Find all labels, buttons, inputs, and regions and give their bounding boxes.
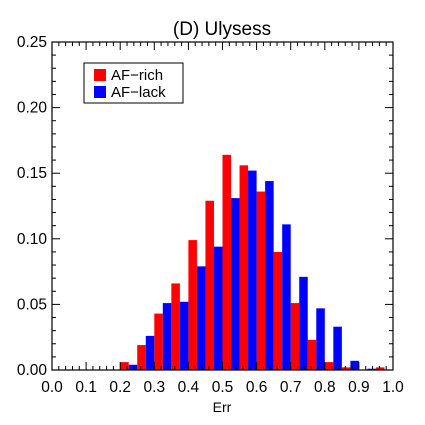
y-tick-label: 0.20 <box>17 100 48 117</box>
bar-af-lack-8 <box>196 266 206 370</box>
bar-af-rich-10 <box>222 154 232 370</box>
y-tick-label: 0.00 <box>17 362 48 379</box>
bar-af-rich-9 <box>205 200 214 370</box>
legend-label-af-lack: AF−lack <box>111 84 166 101</box>
x-tick-label: 0.6 <box>246 379 268 396</box>
bar-af-lack-6 <box>162 303 172 370</box>
x-tick-label: 0.1 <box>75 379 97 396</box>
y-tick-label: 0.10 <box>17 231 48 248</box>
bar-af-rich-8 <box>188 240 197 370</box>
bar-af-rich-7 <box>171 283 180 370</box>
bar-af-rich-16 <box>324 362 334 370</box>
chart-title: (D) Ulysess <box>173 19 271 40</box>
bar-af-lack-18 <box>367 368 376 370</box>
bar-af-lack-17 <box>350 360 359 370</box>
bar-af-rich-5 <box>137 345 146 370</box>
plot-frame <box>51 41 394 371</box>
x-tick-label: 0.2 <box>109 379 131 396</box>
legend-swatch-af-rich <box>94 69 106 81</box>
y-tick-label: 0.05 <box>17 296 47 313</box>
bar-af-lack-11 <box>248 170 257 370</box>
x-tick-label: 0.0 <box>41 379 63 396</box>
bar-af-rich-4 <box>120 362 129 370</box>
y-tick-labels: 0.00 0.05 0.10 0.15 0.20 0.25 <box>17 34 48 379</box>
bar-af-rich-6 <box>154 313 163 370</box>
bar-af-lack-14 <box>299 276 308 370</box>
y-tick-label: 0.25 <box>17 34 47 51</box>
legend-label-af-rich: AF−rich <box>111 67 163 84</box>
bar-af-rich-11 <box>239 165 249 370</box>
y-tick-label: 0.15 <box>17 165 47 182</box>
bar-af-lack-16 <box>333 326 342 370</box>
x-axis-title: Err <box>213 399 232 415</box>
bar-af-rich-19 <box>375 367 385 370</box>
x-tick-label: 0.8 <box>314 379 336 396</box>
legend-swatch-af-lack <box>94 86 106 98</box>
x-tick-labels: 0.0 0.1 0.2 0.3 0.4 0.5 0.6 0.7 0.8 0.9 1.0 <box>41 379 404 396</box>
x-tick-label: 0.3 <box>144 379 166 396</box>
bar-af-rich-13 <box>273 251 283 370</box>
bar-af-rich-12 <box>256 191 266 370</box>
bar-af-lack-13 <box>282 224 291 370</box>
bars-group <box>120 154 385 370</box>
bar-af-lack-7 <box>179 301 189 370</box>
bar-af-lack-12 <box>265 181 274 370</box>
x-tick-label: 0.7 <box>280 379 302 396</box>
legend: AF−rich AF−lack <box>83 62 184 104</box>
bar-af-rich-15 <box>307 339 317 370</box>
x-tick-label: 1.0 <box>382 379 404 396</box>
bar-af-lack-4 <box>128 364 138 370</box>
bar-af-lack-10 <box>231 198 240 370</box>
bar-af-lack-5 <box>145 335 155 370</box>
x-tick-label: 0.9 <box>348 379 370 396</box>
bar-af-rich-17 <box>341 367 351 370</box>
bar-af-lack-9 <box>213 246 223 370</box>
bar-af-lack-15 <box>316 308 325 370</box>
bar-af-rich-14 <box>290 303 300 370</box>
x-tick-label: 0.4 <box>178 379 200 396</box>
x-tick-label: 0.5 <box>212 379 234 396</box>
